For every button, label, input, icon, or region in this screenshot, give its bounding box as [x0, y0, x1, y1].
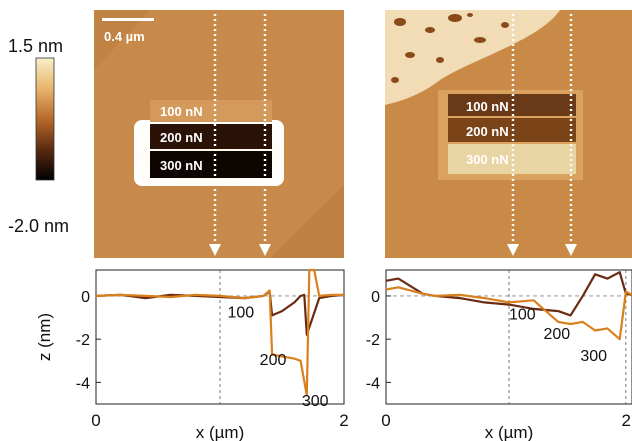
profile-plot-1: 0 -2 -4 0 2 x (µm) z (nm) 100 200 300	[35, 268, 349, 441]
annotation-300: 300	[302, 393, 329, 410]
colorbar-max-label: 1.5 nm	[8, 36, 63, 56]
annotation-100: 100	[227, 305, 254, 322]
y-tick-label: -4	[366, 375, 380, 392]
profile-plot-2: 0 -2 -4 0 2 x (µm) 100 200 300	[366, 269, 632, 441]
box-label-100-1: 100 nN	[160, 104, 203, 119]
annotation-200: 200	[543, 326, 570, 343]
arrow-2a	[507, 244, 519, 256]
colorbar: 1.5 nm -2.0 nm	[8, 36, 69, 236]
annotation-100: 100	[509, 307, 536, 324]
series-line-2	[385, 286, 632, 341]
x-tick-label: 0	[381, 411, 390, 430]
annotation-300: 300	[580, 348, 607, 365]
box-label-100-2: 100 nN	[466, 99, 509, 114]
afm-holes-2	[391, 13, 509, 83]
y-tick-label: 0	[371, 289, 380, 306]
scale-bar-label: 0.4 µm	[104, 29, 145, 44]
box-200-1	[150, 124, 272, 149]
box-100-1	[150, 100, 272, 122]
afm-terrace-1b	[270, 185, 344, 258]
arrow-1b	[259, 244, 271, 256]
box-300-1	[150, 151, 272, 178]
colorbar-gradient	[35, 57, 55, 181]
x-tick-label: 2	[622, 411, 631, 430]
x-tick-label: 2	[339, 411, 348, 430]
series-line-2	[95, 268, 344, 397]
box-label-200-2: 200 nN	[466, 124, 509, 139]
x-tick-label: 0	[91, 411, 100, 430]
arrow-2b	[565, 244, 577, 256]
x-axis-label: x (µm)	[196, 423, 245, 441]
x-axis-label: x (µm)	[485, 423, 534, 441]
arrow-1a	[209, 244, 221, 256]
y-tick-label: 0	[81, 289, 90, 306]
afm-flake-2	[385, 10, 560, 105]
afm-image-1: 0.4 µm 100 nN 200 nN 300 nN	[94, 10, 344, 258]
y-tick-label: -4	[76, 375, 90, 392]
y-tick-label: -2	[76, 332, 90, 349]
colorbar-min-label: -2.0 nm	[8, 216, 69, 236]
box-label-200-1: 200 nN	[160, 130, 203, 145]
scale-bar	[102, 18, 154, 21]
afm-image-2: 100 nN 200 nN 300 nN	[385, 10, 632, 258]
afm-terrace-1a	[94, 10, 150, 70]
y-axis-label: z (nm)	[35, 313, 54, 361]
box-label-300-1: 300 nN	[160, 158, 203, 173]
annotation-200: 200	[260, 352, 287, 369]
box-label-300-2: 300 nN	[466, 152, 509, 167]
y-tick-label: -2	[366, 332, 380, 349]
